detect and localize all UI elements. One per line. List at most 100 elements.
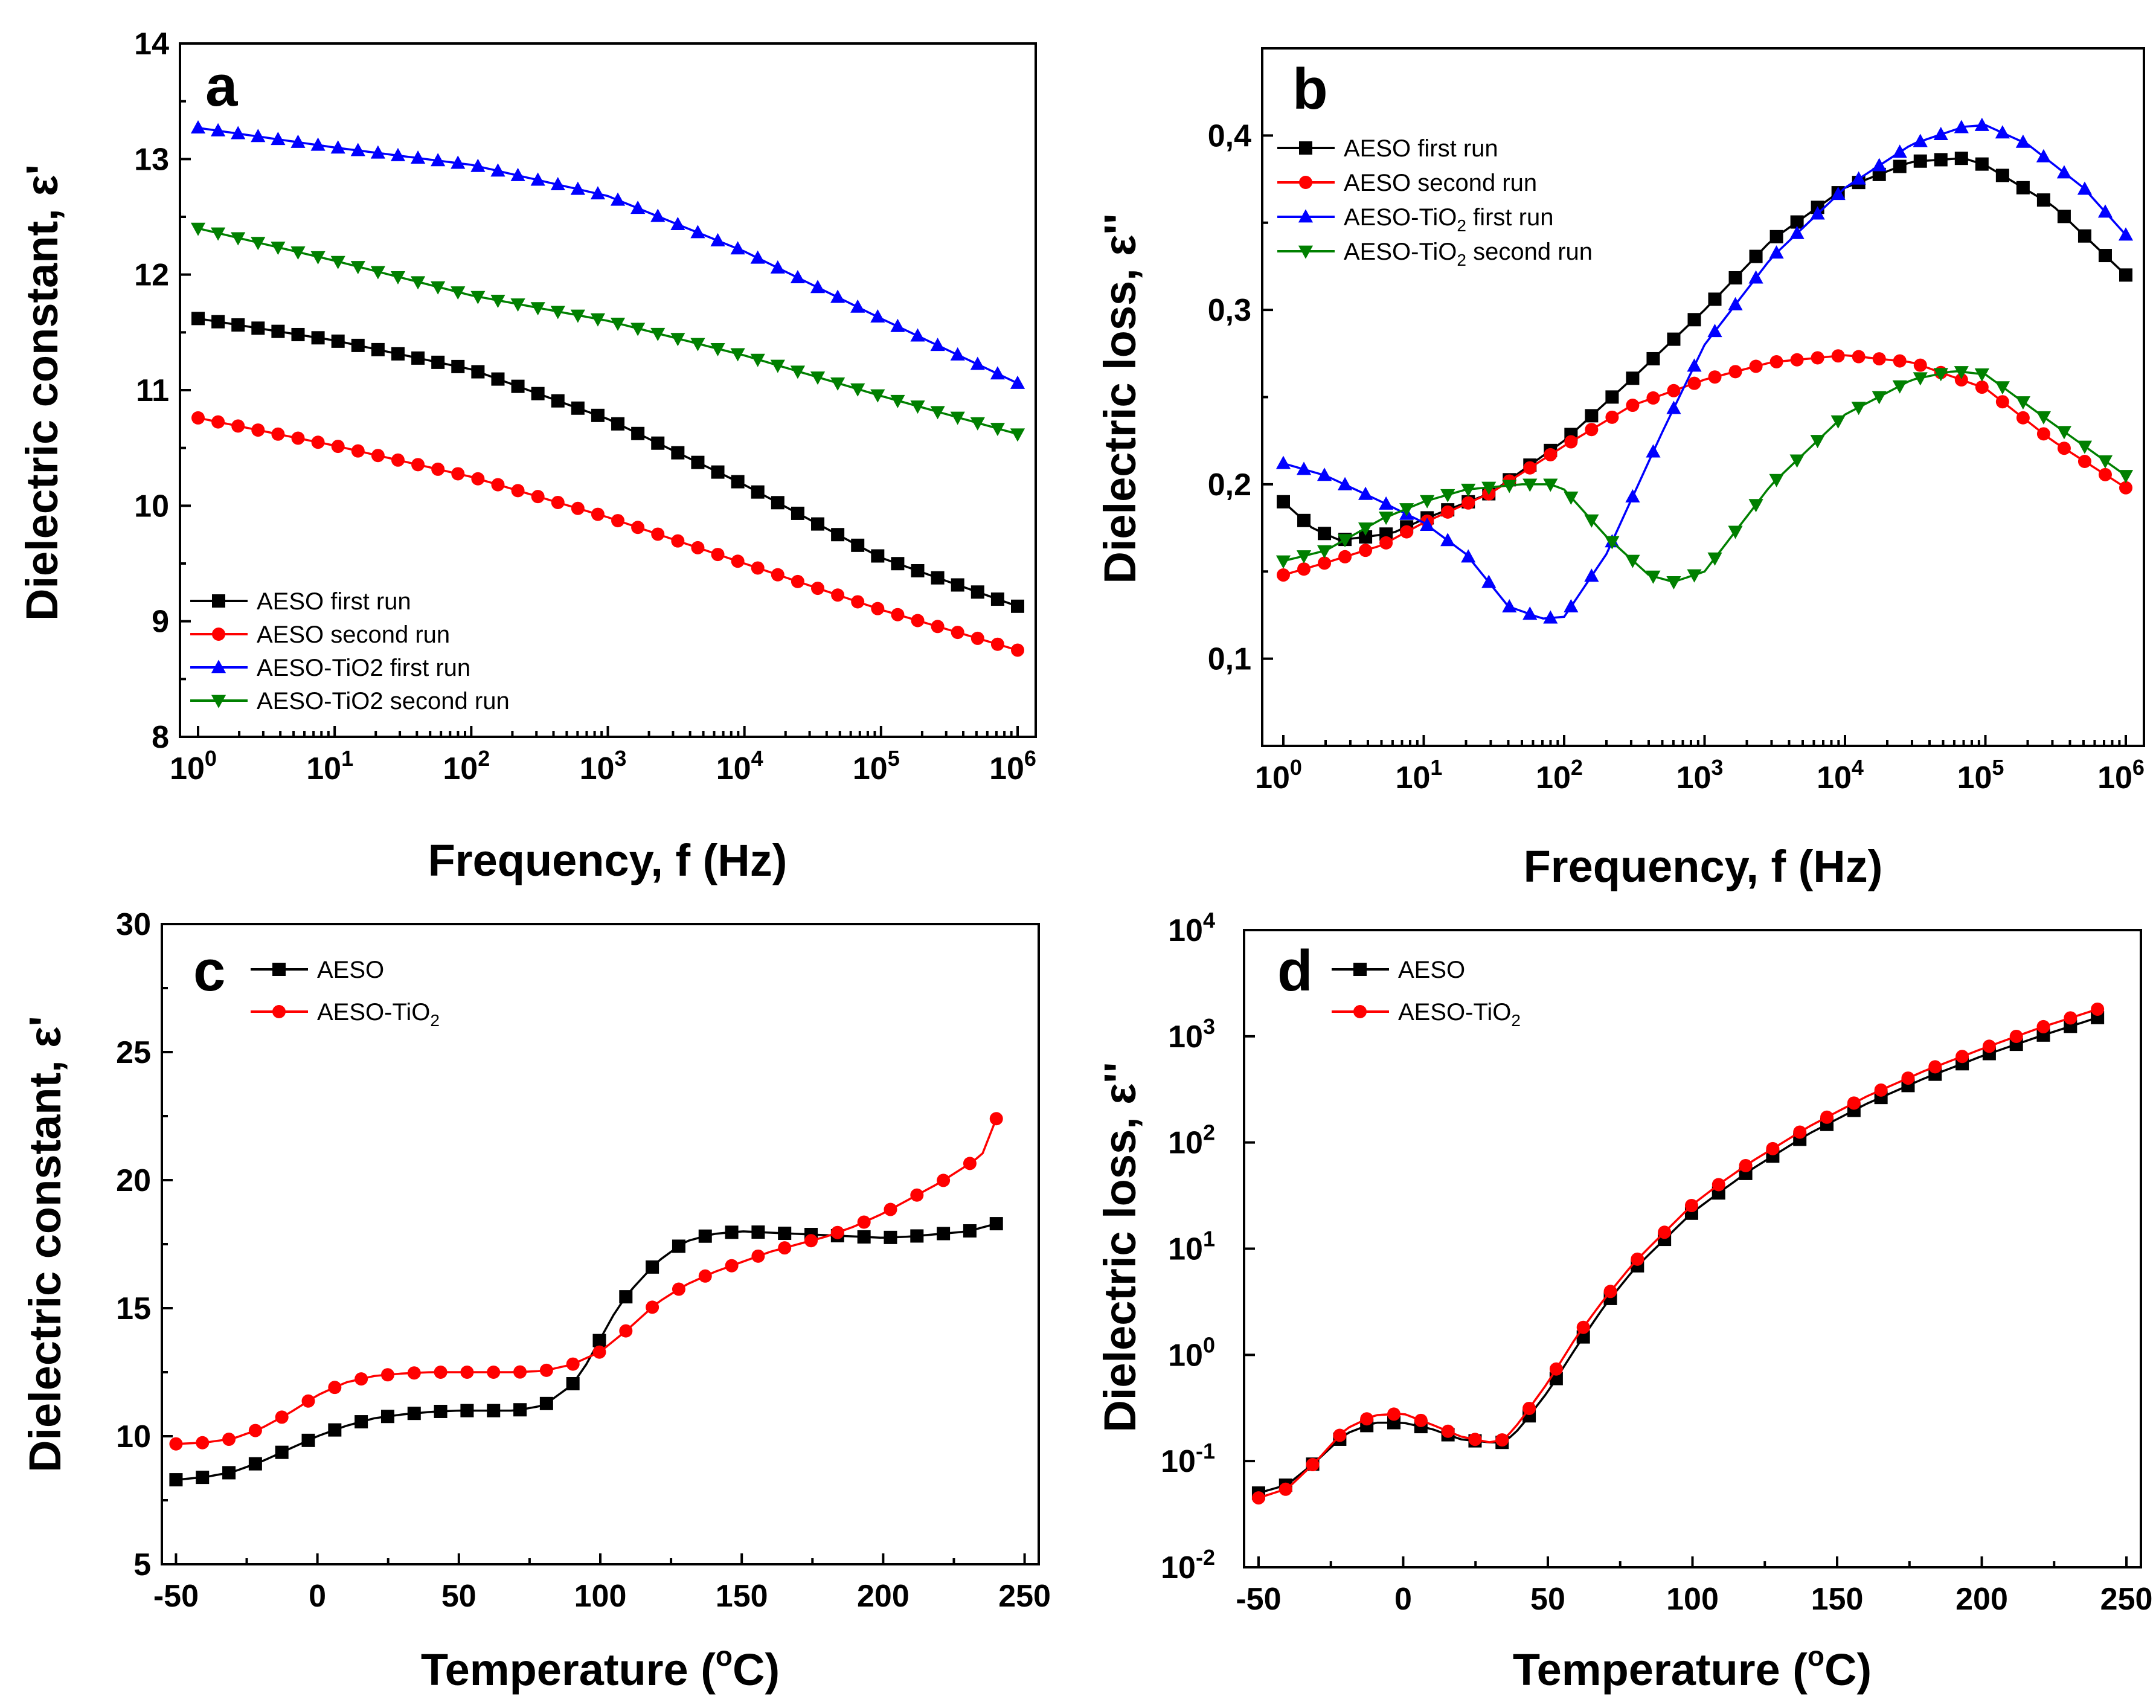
y-tick-label: 0,3: [1208, 293, 1251, 328]
data-point: [631, 426, 645, 440]
data-point: [470, 291, 486, 304]
data-point: [831, 528, 845, 542]
data-point: [1523, 461, 1537, 475]
data-point: [1708, 292, 1722, 306]
data-point: [1549, 1362, 1563, 1376]
data-point: [1893, 354, 1907, 368]
data-point: [670, 216, 685, 230]
data-point: [410, 276, 426, 290]
y-tick-label: 102: [1168, 1120, 1215, 1161]
legend-label: AESO-TiO2 second run: [1344, 239, 1593, 269]
data-point: [1379, 536, 1393, 550]
data-point: [857, 1215, 871, 1229]
data-point: [870, 389, 885, 403]
y-tick-label: 11: [136, 373, 169, 408]
y-tick-label: 15: [116, 1291, 151, 1326]
data-point: [291, 431, 305, 445]
data-point: [1975, 157, 1989, 171]
legend-marker: [272, 963, 286, 976]
data-point: [1277, 495, 1290, 509]
data-point: [471, 472, 485, 486]
data-point: [571, 501, 585, 515]
data-point: [1564, 599, 1579, 612]
series-line: [1258, 1008, 2098, 1499]
data-point: [1646, 444, 1661, 458]
data-point: [2015, 396, 2030, 410]
data-point: [1769, 245, 1784, 259]
data-point: [970, 356, 985, 370]
data-point: [950, 347, 965, 361]
data-point: [1522, 478, 1538, 492]
data-point: [331, 334, 345, 348]
data-point: [1011, 643, 1024, 657]
data-point: [1502, 480, 1517, 493]
data-point: [1481, 481, 1497, 495]
data-point: [851, 538, 865, 552]
data-point: [1584, 514, 1599, 528]
x-tick-label: 105: [853, 746, 900, 786]
x-tick-label: 100: [1666, 1582, 1719, 1617]
data-point: [592, 1345, 606, 1359]
data-point: [1585, 423, 1599, 437]
data-point: [2077, 181, 2093, 195]
data-point: [650, 208, 666, 222]
data-point: [1605, 390, 1619, 404]
data-point: [513, 1403, 527, 1417]
data-point: [2036, 1019, 2050, 1033]
panel-label: d: [1277, 939, 1313, 1003]
data-point: [291, 327, 305, 341]
data-point: [1913, 358, 1927, 372]
data-point: [222, 1466, 236, 1480]
x-tick-label: 0: [309, 1579, 326, 1614]
data-point: [1975, 380, 1989, 394]
data-point: [275, 1445, 289, 1459]
data-point: [1010, 428, 1025, 442]
data-point: [451, 286, 466, 300]
data-point: [380, 1410, 394, 1424]
x-tick-label: 103: [580, 746, 627, 786]
data-point: [1522, 606, 1538, 620]
data-point: [1502, 599, 1517, 612]
data-point: [460, 1404, 474, 1417]
data-point: [2057, 210, 2071, 223]
data-point: [646, 1260, 659, 1274]
data-point: [1728, 365, 1742, 379]
data-point: [411, 458, 425, 472]
data-point: [1954, 152, 1968, 165]
data-point: [1748, 499, 1763, 513]
data-point: [770, 359, 785, 373]
y-tick-label: 20: [116, 1163, 151, 1198]
data-point: [1420, 517, 1435, 531]
data-point: [1358, 522, 1373, 536]
data-point: [937, 1227, 951, 1241]
series-aeso: [1251, 1010, 2105, 1500]
y-tick-label: 104: [1168, 908, 1215, 948]
data-point: [2119, 268, 2132, 282]
data-point: [2015, 134, 2030, 148]
plot-frame: [1243, 929, 2142, 1568]
data-point: [1666, 576, 1681, 590]
data-point: [211, 315, 225, 329]
data-point: [1625, 554, 1640, 568]
data-point: [491, 372, 505, 386]
data-point: [851, 595, 865, 609]
data-point: [1461, 483, 1476, 497]
data-point: [698, 1269, 712, 1283]
data-point: [1684, 1199, 1698, 1213]
data-point: [407, 1366, 421, 1380]
y-tick-label: 12: [134, 258, 169, 293]
data-point: [1851, 171, 1866, 185]
data-point: [831, 588, 845, 602]
data-point: [725, 1259, 739, 1273]
data-point: [1893, 159, 1907, 173]
data-point: [1337, 477, 1353, 490]
data-point: [730, 241, 745, 255]
data-point: [1667, 384, 1681, 397]
data-point: [1749, 359, 1763, 373]
data-point: [1820, 1110, 1834, 1124]
x-axis-title: Frequency, f (Hz): [1524, 841, 1883, 891]
data-point: [311, 435, 325, 449]
data-point: [771, 496, 784, 510]
legend-label: AESO-TiO2 second run: [257, 688, 510, 714]
